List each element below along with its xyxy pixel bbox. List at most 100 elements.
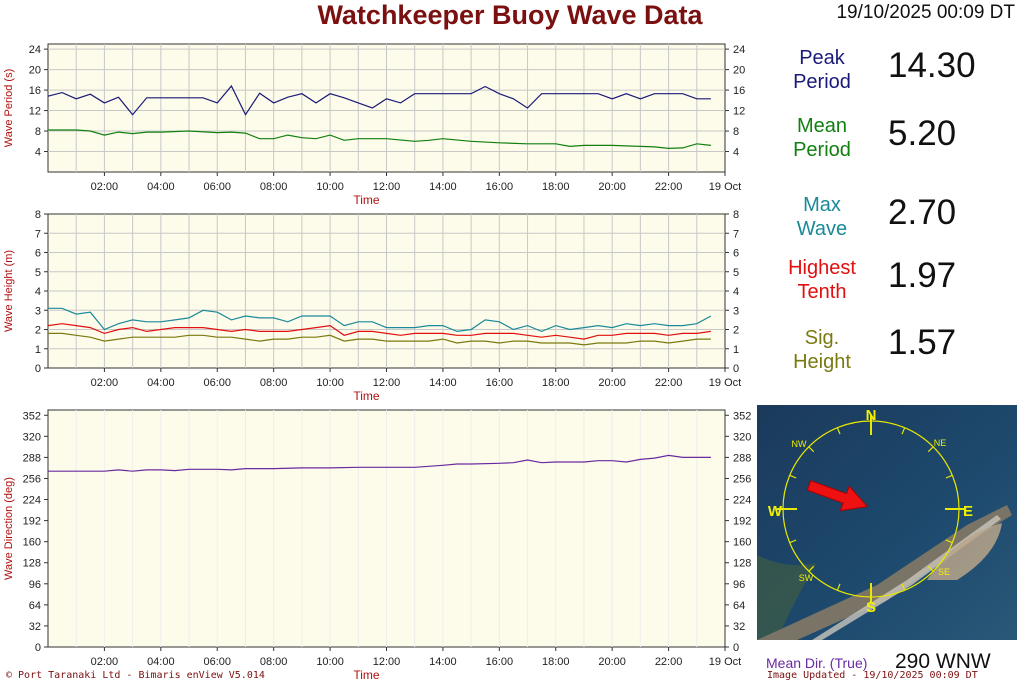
x-tick-label: 06:00 [203, 656, 231, 668]
compass-nw: NW [792, 439, 807, 449]
y-tick-label-right: 1 [733, 344, 739, 356]
arrow-shape [806, 480, 869, 512]
y-tick-label-right: 12 [733, 106, 745, 118]
y-tick-label: 160 [23, 537, 41, 549]
series-line-max [48, 307, 712, 333]
stat-sig-label-line1: Sig. [804, 327, 840, 349]
x-tick-label: 04:00 [147, 656, 175, 668]
x-tick-label: 02:00 [91, 656, 119, 668]
y-axis-label: Wave Direction (deg) [3, 477, 15, 580]
wave-direction-chart: 0 0 32 32 64 64 96 96 128 128 160 160 192 192 224 224 25… [3, 409, 751, 682]
compass-tick [927, 446, 934, 453]
land-patch [757, 555, 817, 640]
compass-graphic: N S E W NE NW SE SW [757, 405, 1017, 640]
y-tick-label: 8 [35, 126, 41, 138]
direction-arrow-icon [806, 480, 869, 512]
x-tick-label: 14:00 [429, 656, 457, 668]
y-tick-label-right: 320 [733, 431, 751, 443]
compass-tick [808, 446, 815, 453]
y-tick-label-right: 20 [733, 65, 745, 77]
y-tick-label-right: 4 [733, 286, 739, 298]
wave-height-chart: 0 0 1 1 2 2 3 3 4 4 5 5 6 6 7 7 8 8 02:00 04:00 06:00 08:00 10… [3, 209, 741, 403]
mean-dir-value: 290 WNW [895, 650, 991, 673]
stat-mean-label-line1: Mean [796, 115, 848, 137]
x-tick-label: 16:00 [486, 377, 514, 389]
header-datetime: 19/10/2025 00:09 DT [836, 2, 1015, 23]
y-tick-label-right: 8 [733, 126, 739, 138]
page-title: Watchkeeper Buoy Wave Data [317, 0, 703, 30]
y-tick-label: 128 [23, 558, 41, 570]
stat-max-label-line1: Max [803, 194, 841, 216]
y-tick-label-right: 7 [733, 228, 739, 240]
x-tick-label: 18:00 [542, 656, 570, 668]
y-tick-label: 2 [35, 325, 41, 337]
y-tick-label-right: 96 [733, 579, 745, 591]
x-tick-label: 12:00 [373, 656, 401, 668]
y-tick-label: 224 [23, 495, 41, 507]
x-tick-label: 20:00 [598, 656, 626, 668]
y-tick-label-right: 16 [733, 85, 745, 97]
x-tick-label: 04:00 [147, 181, 175, 193]
x-tick-label: 12:00 [373, 181, 401, 193]
y-tick-label-right: 5 [733, 267, 739, 279]
y-tick-label: 64 [29, 600, 41, 612]
y-tick-label: 4 [35, 147, 41, 159]
y-tick-label: 12 [29, 106, 41, 118]
x-tick-label: 08:00 [260, 377, 288, 389]
stat-mean-label-line2: Period [793, 139, 851, 161]
stat-sig-value: 1.57 [888, 323, 957, 362]
compass-se: SE [938, 567, 950, 577]
x-tick-label: 18:00 [542, 181, 570, 193]
y-tick-label-right: 0 [733, 642, 739, 654]
x-tick-label: 19 Oct [709, 656, 741, 668]
x-tick-label: 22:00 [655, 377, 683, 389]
y-tick-label: 5 [35, 267, 41, 279]
y-tick-label: 0 [35, 363, 41, 375]
y-tick-label: 32 [29, 621, 41, 633]
stat-tenth-label-line1: Highest [788, 257, 856, 279]
breakwater-road [812, 515, 1001, 640]
compass-e: E [963, 503, 973, 520]
stat-sig-label-line2: Height [793, 351, 851, 373]
x-axis-label: Time [353, 193, 380, 207]
y-tick-label: 7 [35, 228, 41, 240]
series-line-dir [48, 454, 711, 472]
x-tick-label: 02:00 [91, 181, 119, 193]
y-tick-label: 24 [29, 44, 41, 56]
arrow-body [806, 480, 869, 512]
y-tick-label: 320 [23, 431, 41, 443]
series-line-sig [48, 332, 711, 346]
compass-tick [901, 427, 906, 435]
y-tick-label: 1 [35, 344, 41, 356]
y-axis-label: Wave Height (m) [3, 250, 15, 332]
x-tick-label: 19 Oct [709, 377, 741, 389]
y-tick-label: 192 [23, 516, 41, 528]
x-tick-label: 22:00 [655, 181, 683, 193]
y-tick-label: 288 [23, 452, 41, 464]
compass-tick [808, 565, 815, 572]
mean-dir-label: Mean Dir. (True) [766, 655, 868, 671]
stat-peak-label-line2: Period [793, 71, 851, 93]
y-tick-label: 6 [35, 248, 41, 260]
stat-peak-label-line1: Peak [799, 47, 845, 69]
y-tick-label-right: 3 [733, 305, 739, 317]
footer-copyright: © Port Taranaki Ltd - Bimaris enView V5.… [6, 670, 265, 681]
x-tick-label: 20:00 [598, 181, 626, 193]
compass-n: N [866, 407, 877, 424]
y-tick-label-right: 0 [733, 363, 739, 375]
breakwater [757, 505, 1012, 640]
y-tick-label-right: 24 [733, 44, 745, 56]
y-tick-label-right: 160 [733, 537, 751, 549]
stat-tenth-label: Highest Tenth [770, 256, 874, 304]
stat-tenth-label-line2: Tenth [797, 281, 847, 303]
beach [927, 523, 1002, 580]
stat-tenth-value: 1.97 [888, 256, 957, 295]
series-line-peak [47, 84, 711, 116]
x-tick-label: 08:00 [260, 181, 288, 193]
y-tick-label: 352 [23, 410, 41, 422]
x-tick-label: 19 Oct [709, 181, 741, 193]
x-tick-label: 16:00 [486, 656, 514, 668]
y-tick-label-right: 192 [733, 516, 751, 528]
y-tick-label: 4 [35, 286, 41, 298]
